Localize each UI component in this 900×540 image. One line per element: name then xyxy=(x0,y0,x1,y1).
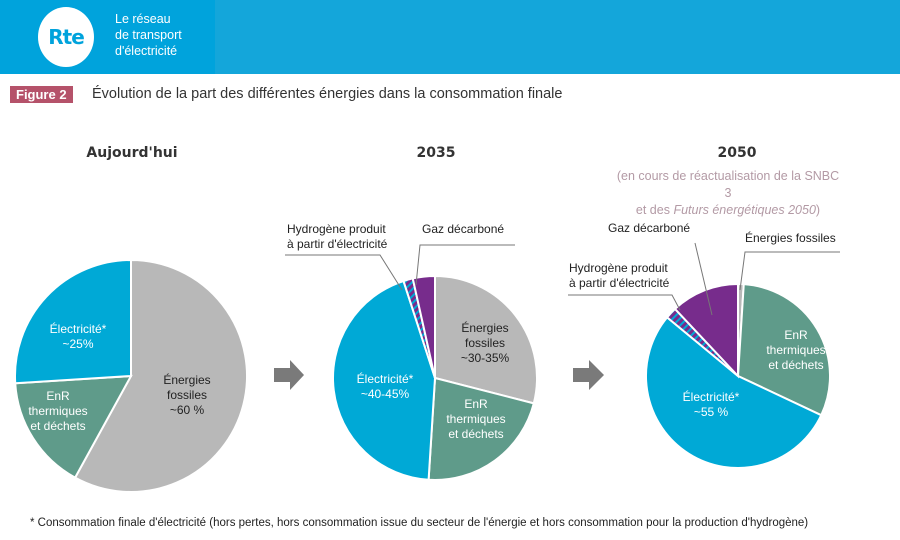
leader-h2-2050 xyxy=(568,294,681,311)
pie-slice xyxy=(736,283,831,417)
figure-tag: Figure 2 xyxy=(10,86,73,103)
pie-title-2035: 2035 xyxy=(416,145,456,161)
pie-title-2050: 2050 xyxy=(717,145,757,161)
tagline: Le réseau de transport d'électricité xyxy=(115,11,182,59)
label-h2-2050: Hydrogène produit à partir d'électricité xyxy=(569,261,670,290)
pie-0 xyxy=(14,258,248,493)
tagline-line: Le réseau xyxy=(115,12,171,26)
label-gaz-2050: Gaz décarboné xyxy=(608,221,691,235)
tagline-line: de transport xyxy=(115,28,182,42)
figure-title: Évolution de la part des différentes éne… xyxy=(92,86,563,102)
label-elec-2050: Électricité* ~55 % xyxy=(682,390,740,419)
tagline-line: d'électricité xyxy=(115,44,178,58)
rte-logo: Rte xyxy=(38,7,94,67)
leader-gaz-2035 xyxy=(415,244,515,286)
pie-slice xyxy=(673,282,739,379)
pie-1 xyxy=(332,274,538,481)
pie-2 xyxy=(645,282,831,469)
leader-gaz-2050 xyxy=(694,242,713,316)
footnote: * Consommation finale d'électricité (hor… xyxy=(30,517,809,529)
label-enr-2035: EnR thermiques et déchets xyxy=(446,397,506,441)
pie-subtitle-2050: (en cours de réactualisation de la SNBC … xyxy=(616,169,840,217)
label-elec-today: Électricité* ~25% xyxy=(49,322,107,351)
pie-slice xyxy=(434,274,538,405)
label-h2-2035: Hydrogène produit à partir d'électricité xyxy=(287,222,388,251)
pie-slice xyxy=(332,279,437,481)
pie-slice xyxy=(411,274,436,379)
arrow-1 xyxy=(274,360,304,390)
leader-h2-2035 xyxy=(285,254,403,291)
pie-slice xyxy=(14,258,132,385)
pie-slice xyxy=(427,376,536,481)
label-enr-2050: EnR thermiques et déchets xyxy=(766,328,826,372)
label-gaz-2035: Gaz décarboné xyxy=(422,222,505,236)
arrow-2 xyxy=(573,360,604,390)
label-fossil-today: Énergies fossiles ~60 % xyxy=(163,373,211,417)
label-fossil-2035: Énergies fossiles ~30-35% xyxy=(460,321,510,365)
label-enr-today: EnR thermiques et déchets xyxy=(28,389,88,433)
leader-fossil-2050 xyxy=(739,251,840,291)
label-elec-2035: Électricité* ~40-45% xyxy=(356,372,414,401)
label-fossil-2050: Énergies fossiles xyxy=(745,231,836,245)
pie-slice xyxy=(645,315,823,469)
pie-slice xyxy=(14,374,133,480)
pie-title-today: Aujourd'hui xyxy=(86,145,178,161)
pie-slice xyxy=(73,258,248,493)
header-banner xyxy=(0,0,900,74)
